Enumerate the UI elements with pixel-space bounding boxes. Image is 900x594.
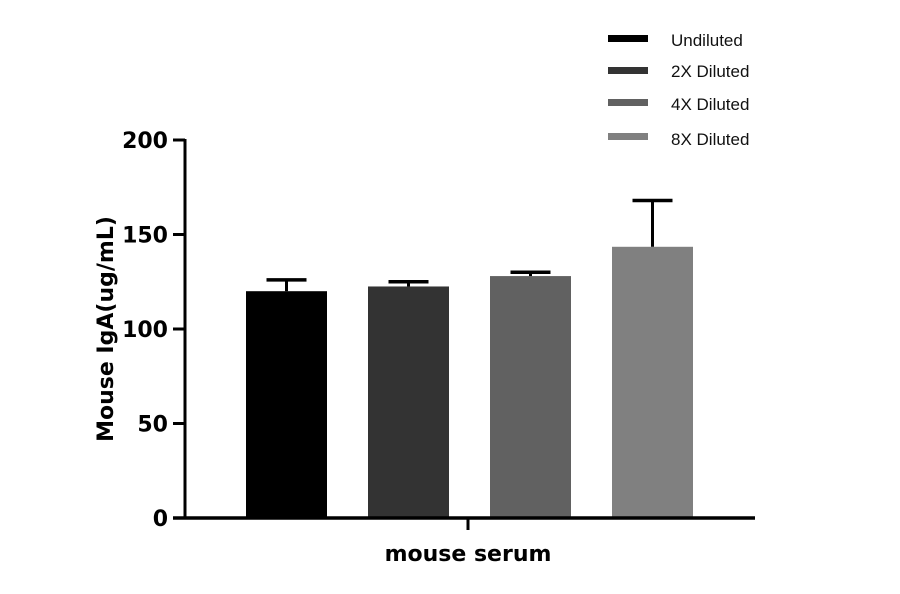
y-tick-label: 150 [122, 224, 168, 249]
y-tick-label: 200 [122, 129, 168, 154]
y-tick-label: 100 [122, 318, 168, 343]
x-category-label: mouse serum [385, 542, 552, 567]
y-axis: 0 50 100 150 200 [122, 129, 187, 532]
legend-label-4x: 4X Diluted [671, 95, 749, 114]
y-tick-label: 0 [153, 507, 168, 532]
bar-2x-diluted [368, 286, 449, 518]
y-tick-label: 50 [137, 413, 168, 438]
legend-swatch-2x [608, 67, 648, 74]
legend-swatch-8x [608, 133, 648, 140]
bar-group [246, 198, 693, 518]
bar-4x-diluted [490, 276, 571, 518]
y-axis-title: Mouse IgA(ug/mL) [94, 216, 119, 442]
legend-label-2x: 2X Diluted [671, 62, 749, 81]
x-axis: mouse serum [173, 516, 755, 567]
bar-undiluted [246, 291, 327, 518]
legend-swatch-4x [608, 99, 648, 106]
bar-8x-diluted [612, 246, 693, 518]
legend: Undiluted 2X Diluted 4X Diluted 8X Dilut… [608, 31, 749, 149]
legend-label-8x: 8X Diluted [671, 130, 749, 149]
legend-swatch-undiluted [608, 35, 648, 42]
legend-label-undiluted: Undiluted [671, 31, 743, 50]
